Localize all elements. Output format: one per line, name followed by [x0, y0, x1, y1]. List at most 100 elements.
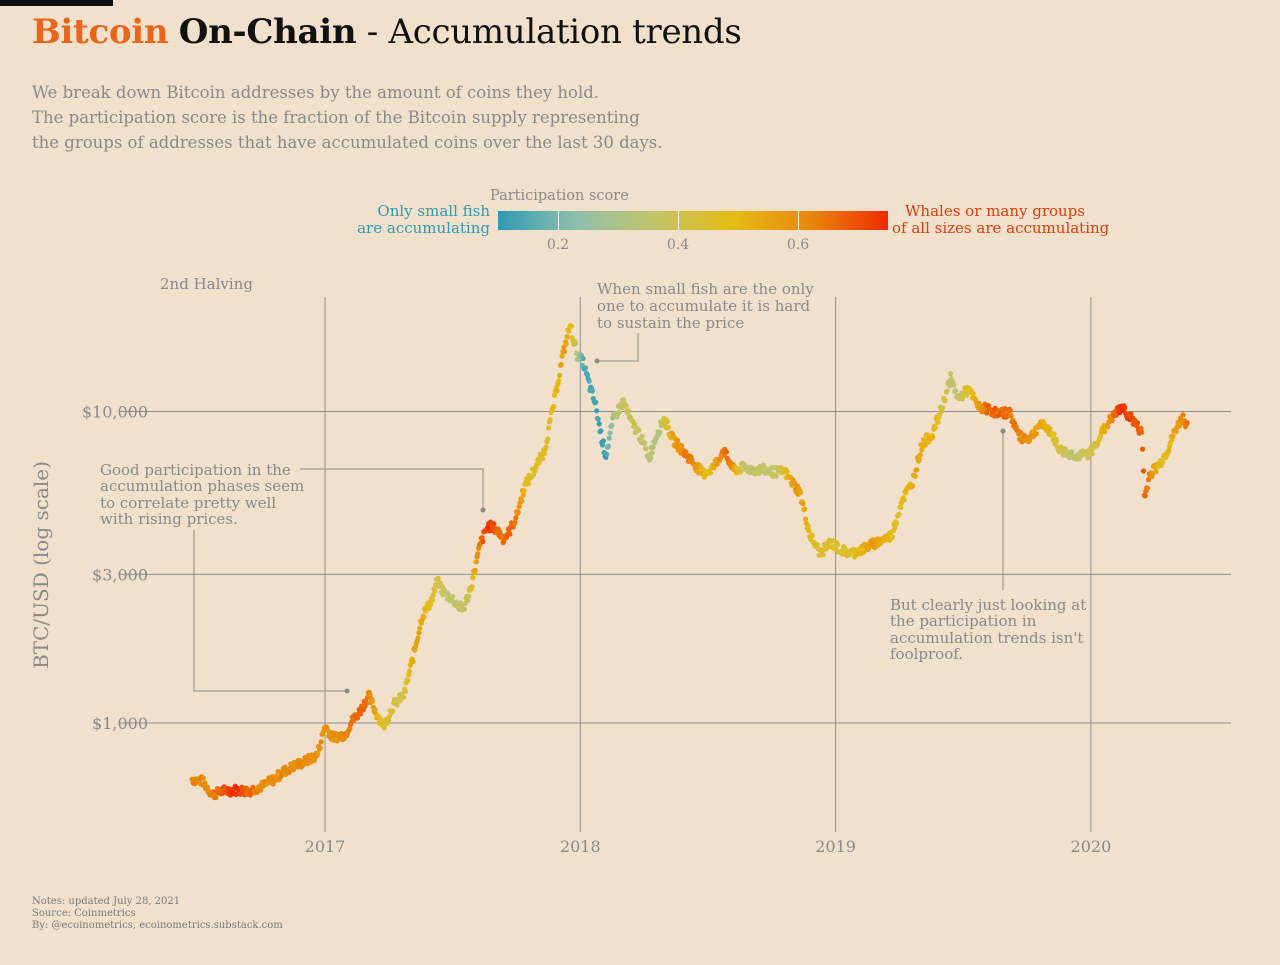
price-point: [861, 549, 867, 555]
price-point: [604, 451, 610, 457]
price-point: [589, 388, 596, 394]
price-point: [512, 520, 518, 526]
leader-good-participation-bottom: [193, 530, 347, 692]
price-point: [1170, 433, 1176, 439]
price-point: [417, 625, 423, 631]
price-point: [636, 427, 642, 433]
price-point: [595, 416, 601, 422]
note-byline: By: @ecoinometrics, ecoinometrics.substa…: [32, 920, 283, 931]
price-point: [935, 419, 941, 425]
price-point: [583, 365, 589, 371]
price-point: [515, 509, 521, 515]
x-tick-label: 2017: [305, 837, 346, 856]
price-point: [401, 694, 407, 700]
note-source: Source: Coinmetrics: [32, 908, 136, 919]
price-point: [930, 434, 936, 440]
price-point: [912, 473, 918, 479]
price-point: [609, 422, 615, 428]
price-point: [773, 473, 779, 479]
price-point: [942, 397, 949, 404]
price-point: [829, 537, 836, 544]
price-point: [952, 388, 959, 394]
y-tick-label: $3,000: [92, 565, 148, 584]
price-point: [940, 405, 946, 411]
price-point: [1007, 408, 1013, 414]
price-point: [1047, 426, 1053, 432]
price-point: [674, 437, 681, 443]
price-point: [605, 443, 612, 449]
price-point: [598, 428, 604, 434]
price-point: [1089, 451, 1095, 457]
price-point: [665, 424, 671, 430]
price-point: [445, 591, 451, 598]
price-point: [1134, 420, 1141, 426]
price-point: [657, 429, 663, 435]
price-point: [683, 449, 689, 455]
price-point: [318, 739, 324, 745]
price-point: [473, 559, 479, 565]
legend-tick-label: 0.6: [786, 237, 810, 253]
price-point: [435, 575, 441, 582]
price-point: [619, 405, 625, 411]
price-point: [917, 452, 923, 458]
price-point: [970, 391, 976, 397]
price-point: [364, 700, 370, 706]
price-point: [480, 538, 486, 545]
anchor-dot: [1000, 428, 1006, 434]
price-point: [397, 698, 403, 704]
price-point: [566, 328, 572, 334]
legend-low-line: are accumulating: [357, 219, 490, 237]
chart-annotations: 2nd Halving When small fish are the only…: [100, 275, 1091, 694]
price-point: [519, 498, 525, 504]
price-point: [800, 501, 806, 507]
price-point: [369, 698, 376, 704]
price-point: [679, 443, 685, 449]
price-point: [606, 435, 612, 441]
halving-label: 2nd Halving: [160, 275, 253, 293]
price-point: [643, 446, 649, 452]
chart-points: [189, 323, 1190, 801]
y-tick-label: $1,000: [92, 714, 148, 733]
annotation-foolproof: But clearly just looking at the particip…: [890, 596, 1091, 663]
anchor-dot: [344, 688, 350, 694]
price-point: [914, 467, 920, 473]
price-point: [497, 529, 503, 535]
price-point: [1142, 493, 1148, 499]
price-point: [1102, 429, 1108, 435]
price-point: [922, 442, 928, 448]
price-point: [521, 488, 527, 494]
price-point: [896, 511, 902, 517]
x-tick-label: 2018: [560, 837, 601, 856]
price-point: [932, 425, 938, 431]
price-point: [421, 614, 427, 620]
price-point: [563, 341, 569, 347]
price-point: [623, 403, 629, 409]
annotation-anchor-dots: [344, 358, 1006, 694]
price-point: [286, 770, 292, 776]
price-point: [1054, 438, 1060, 444]
chart-grid: [120, 297, 1231, 832]
price-point: [461, 606, 467, 612]
price-point: [1180, 412, 1186, 418]
price-point: [385, 717, 392, 723]
price-point: [568, 323, 575, 329]
legend-high-line: Whales or many groups: [905, 202, 1085, 220]
price-point: [317, 745, 323, 751]
price-point: [632, 422, 638, 428]
price-point: [479, 535, 485, 541]
legend-high-line: of all sizes are accumulating: [892, 219, 1110, 237]
price-point: [1140, 446, 1146, 452]
price-point: [551, 392, 558, 398]
price-point: [944, 388, 950, 394]
price-point: [470, 575, 476, 581]
legend-tick-mark: [678, 211, 679, 230]
price-point: [586, 378, 592, 384]
price-point: [250, 784, 256, 790]
price-point: [797, 489, 804, 496]
price-point: [525, 481, 532, 487]
price-point: [204, 784, 210, 790]
price-point: [466, 593, 472, 599]
price-point: [599, 442, 606, 448]
annotation-good-participation: Good participation in the accumulation p…: [100, 461, 309, 528]
legend-tick-label: 0.4: [666, 237, 690, 253]
